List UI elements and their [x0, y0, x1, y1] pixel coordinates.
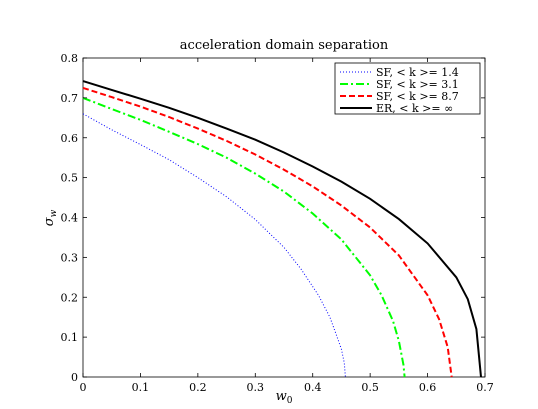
y-tick-label: 0.7: [61, 92, 79, 105]
svg-text:σw: σw: [42, 209, 59, 226]
y-tick-label: 0.3: [61, 251, 79, 264]
x-tick-label: 0.4: [304, 381, 322, 394]
y-tick-label: 0.1: [61, 331, 79, 344]
y-tick-label: 0.8: [61, 52, 79, 65]
y-tick-label: 0.2: [61, 291, 79, 304]
tick-layer: 0 0.1 0.2 0.3 0.4 0.5 0.6 0.7 0 0.1 0.2 0.3 0.4 0.5 0.…: [61, 52, 494, 394]
svg-text:w0: w0: [276, 389, 293, 404]
y-axis-label: σw: [42, 209, 59, 226]
legend-box: [334, 62, 481, 115]
series-line-1: [82, 113, 346, 378]
series-line-4: [82, 80, 482, 378]
series-line-2: [82, 96, 406, 378]
legend: SF, < k >= 1.4SF, < k >= 3.1SF, < k >= 8…: [334, 62, 481, 115]
x-tick-label: 0.6: [419, 381, 437, 394]
legend-entry-3: SF, < k >= 8.7: [376, 90, 459, 103]
y-tick-label: 0: [71, 371, 78, 384]
x-tick-label: 0.2: [189, 381, 207, 394]
x-tick-label: 0.1: [132, 381, 150, 394]
x-tick-label: 0.5: [361, 381, 379, 394]
series-layer: [82, 80, 482, 378]
y-tick-label: 0.6: [61, 132, 79, 145]
y-axis-label-text: σ: [42, 216, 57, 226]
x-axis-label-subscript: 0: [287, 396, 293, 404]
x-tick-label: 0.3: [247, 381, 265, 394]
y-tick-label: 0.4: [61, 212, 79, 225]
legend-entry-2: SF, < k >= 3.1: [376, 78, 459, 91]
legend-entry-4: ER, < k >= ∞: [376, 102, 453, 115]
chart-title: acceleration domain separation: [180, 38, 389, 53]
x-tick-label: 0: [80, 381, 87, 394]
x-axis-label: w0: [276, 389, 293, 406]
legend-entry-1: SF, < k >= 1.4: [376, 66, 459, 79]
series-line-3: [82, 86, 453, 378]
x-tick-label: 0.7: [476, 381, 494, 394]
x-axis-label-text: w: [276, 389, 287, 404]
y-axis-label-subscript: w: [49, 209, 59, 217]
y-tick-label: 0.5: [61, 172, 79, 185]
